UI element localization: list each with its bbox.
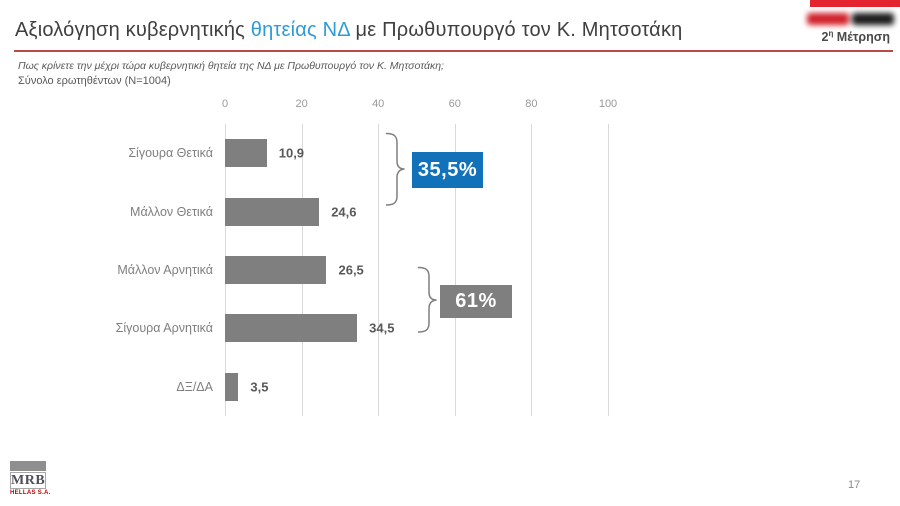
measurement-number: 2 bbox=[821, 30, 829, 45]
annotation-positive-total: 35,5% bbox=[412, 152, 483, 188]
bar bbox=[225, 314, 358, 343]
bar bbox=[225, 197, 320, 226]
sample-size: Σύνολο ερωτηθέντων (N=1004) bbox=[18, 75, 171, 87]
grid-line bbox=[531, 124, 533, 416]
value-label: 10,9 bbox=[278, 145, 305, 161]
annotation-negative-total: 61% bbox=[440, 285, 512, 318]
title-highlight: θητείας ΝΔ bbox=[250, 19, 350, 41]
page-number: 17 bbox=[848, 479, 861, 491]
page-title: Αξιολόγηση κυβερνητικής θητείας ΝΔ με Πρ… bbox=[15, 19, 682, 42]
axis-tick-label: 0 bbox=[221, 98, 229, 110]
grid-line bbox=[454, 124, 456, 416]
mrb-logo-bar bbox=[10, 461, 46, 471]
category-label: Μάλλον Θετικά bbox=[130, 204, 213, 219]
mrb-logo: MRB HELLAS S.A. bbox=[10, 461, 51, 496]
bar bbox=[225, 372, 239, 401]
measurement-label: 2η Μέτρηση bbox=[760, 29, 890, 44]
category-label: ΔΞ/ΔΑ bbox=[176, 379, 213, 394]
title-underline bbox=[14, 50, 893, 52]
plot-area: 0 20 40 60 80 100 Σίγουρα Θετικά 10,9 Μάλλον Θετ… bbox=[116, 98, 617, 416]
survey-question: Πως κρίνετε την μέχρι τώρα κυβερνητική θ… bbox=[18, 60, 444, 72]
grid-line bbox=[608, 124, 609, 416]
category-label: Σίγουρα Αρνητικά bbox=[115, 321, 213, 336]
measurement-superscript: η bbox=[828, 29, 834, 38]
measurement-word: Μέτρηση bbox=[833, 30, 890, 45]
title-text-1: Αξιολόγηση κυβερνητικής bbox=[15, 19, 251, 41]
chart-row: ΔΞ/ΔΑ 3,5 bbox=[176, 358, 608, 416]
brand-logo-red-blob bbox=[807, 13, 849, 25]
bar bbox=[225, 255, 327, 284]
chart-row: Σίγουρα Αρνητικά 34,5 bbox=[116, 299, 608, 357]
value-label: 24,6 bbox=[331, 204, 357, 220]
grid-line bbox=[378, 124, 380, 416]
axis-tick-label: 40 bbox=[372, 98, 385, 110]
value-label: 3,5 bbox=[250, 379, 269, 395]
axis-tick-label: 20 bbox=[295, 98, 308, 110]
axis-tick-label: 60 bbox=[448, 98, 461, 110]
value-label: 26,5 bbox=[338, 262, 364, 278]
category-label: Μάλλον Αρνητικά bbox=[117, 262, 213, 277]
brand-red-bar bbox=[810, 0, 900, 7]
brand-logo-redacted bbox=[807, 11, 897, 26]
mrb-logo-subtext: HELLAS S.A. bbox=[10, 490, 51, 496]
axis-tick-label: 80 bbox=[525, 98, 538, 110]
axis-tick-label: 100 bbox=[598, 98, 618, 110]
mrb-logo-text: MRB bbox=[10, 472, 46, 489]
category-label: Σίγουρα Θετικά bbox=[128, 146, 213, 161]
chart-row: Μάλλον Θετικά 24,6 bbox=[130, 182, 608, 240]
bar bbox=[225, 139, 267, 168]
value-label: 34,5 bbox=[369, 320, 395, 336]
chart-row: Μάλλον Αρνητικά 26,5 bbox=[117, 241, 608, 299]
title-text-2: με Πρωθυπουργό τον Κ. Μητσοτάκη bbox=[349, 19, 683, 41]
chart-row: Σίγουρα Θετικά 10,9 bbox=[128, 124, 608, 182]
brand-logo-dark-blob bbox=[852, 13, 894, 25]
